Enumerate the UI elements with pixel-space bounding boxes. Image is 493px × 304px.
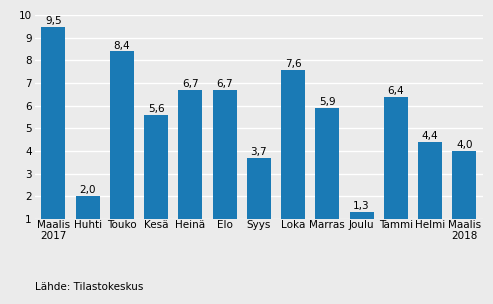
- Text: 6,7: 6,7: [182, 79, 199, 89]
- Bar: [418, 142, 442, 219]
- Bar: [281, 70, 305, 219]
- Bar: [350, 212, 374, 219]
- Bar: [316, 108, 339, 219]
- Bar: [75, 196, 100, 219]
- Text: 4,0: 4,0: [456, 140, 473, 150]
- Text: 6,7: 6,7: [216, 79, 233, 89]
- Bar: [212, 90, 237, 219]
- Bar: [384, 97, 408, 219]
- Text: 5,6: 5,6: [148, 104, 164, 114]
- Text: 9,5: 9,5: [45, 16, 62, 26]
- Text: 8,4: 8,4: [113, 40, 130, 50]
- Text: 2,0: 2,0: [79, 185, 96, 195]
- Bar: [452, 151, 476, 219]
- Text: 6,4: 6,4: [387, 86, 404, 96]
- Text: 1,3: 1,3: [353, 201, 370, 211]
- Text: 7,6: 7,6: [285, 59, 301, 69]
- Bar: [41, 26, 66, 219]
- Text: 4,4: 4,4: [422, 131, 438, 141]
- Text: 5,9: 5,9: [319, 97, 336, 107]
- Text: 3,7: 3,7: [250, 147, 267, 157]
- Bar: [178, 90, 202, 219]
- Bar: [110, 51, 134, 219]
- Bar: [247, 158, 271, 219]
- Text: Lähde: Tilastokeskus: Lähde: Tilastokeskus: [35, 282, 143, 292]
- Bar: [144, 115, 168, 219]
